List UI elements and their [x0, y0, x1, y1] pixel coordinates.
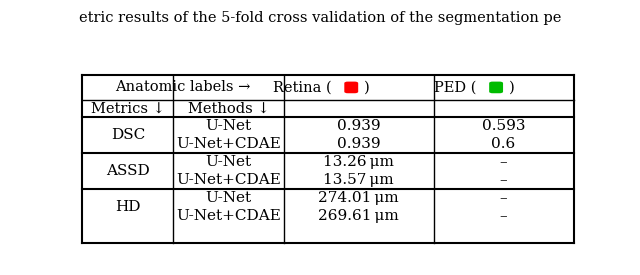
Text: 0.6: 0.6 — [492, 137, 516, 151]
Text: U-Net+CDAE: U-Net+CDAE — [176, 209, 281, 223]
Text: –: – — [500, 173, 508, 187]
Text: ): ) — [364, 80, 369, 94]
FancyBboxPatch shape — [344, 82, 358, 93]
Text: –: – — [500, 191, 508, 205]
Text: –: – — [500, 209, 508, 223]
Text: ASSD: ASSD — [106, 164, 150, 178]
Text: 0.593: 0.593 — [482, 119, 525, 133]
Text: PED (: PED ( — [434, 80, 476, 94]
Text: U-Net: U-Net — [205, 155, 252, 169]
Text: 0.939: 0.939 — [337, 119, 381, 133]
Text: Metrics ↓: Metrics ↓ — [91, 101, 165, 115]
Text: etric results of the 5-fold cross validation of the segmentation pe: etric results of the 5-fold cross valida… — [79, 11, 561, 25]
Text: Anatomic labels →: Anatomic labels → — [115, 80, 251, 94]
Text: U-Net: U-Net — [205, 191, 252, 205]
FancyBboxPatch shape — [489, 82, 503, 93]
Text: Retina (: Retina ( — [273, 80, 332, 94]
Text: 269.61 μm: 269.61 μm — [318, 209, 399, 223]
Text: U-Net: U-Net — [205, 119, 252, 133]
Text: DSC: DSC — [111, 128, 145, 142]
Text: 13.26 μm: 13.26 μm — [323, 155, 394, 169]
Text: U-Net+CDAE: U-Net+CDAE — [176, 173, 281, 187]
Text: 0.939: 0.939 — [337, 137, 381, 151]
Text: 13.57 μm: 13.57 μm — [323, 173, 394, 187]
Text: ): ) — [509, 80, 515, 94]
Text: U-Net+CDAE: U-Net+CDAE — [176, 137, 281, 151]
Text: Methods ↓: Methods ↓ — [188, 101, 269, 115]
Text: HD: HD — [115, 200, 141, 214]
Text: –: – — [500, 155, 508, 169]
Text: 274.01 μm: 274.01 μm — [318, 191, 399, 205]
